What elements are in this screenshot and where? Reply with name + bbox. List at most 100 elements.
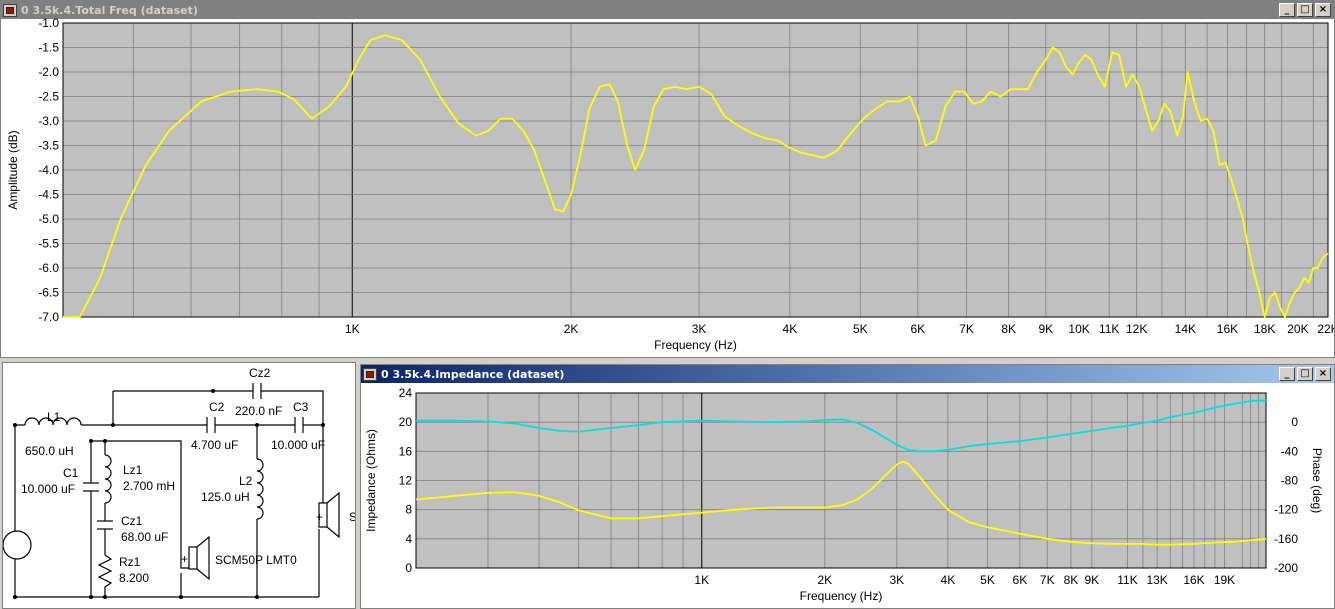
driver1-label: SCM50P LMT0 xyxy=(215,553,297,567)
junction-dot xyxy=(255,423,259,427)
x-tick-label: 6K xyxy=(1013,573,1028,587)
y-tick-label: -6.0 xyxy=(38,261,59,275)
y-tick-label: -2.5 xyxy=(38,90,59,104)
junction-dot xyxy=(321,423,325,427)
y-axis-label: Amplitude (dB) xyxy=(6,130,20,209)
rz1-resistor xyxy=(97,554,113,597)
y-tick-label: 12 xyxy=(399,474,413,488)
y-tick-label: 16 xyxy=(399,444,413,458)
series-line xyxy=(415,460,1267,546)
x-axis-label: Frequency (Hz) xyxy=(800,589,883,603)
x-tick-label: 2K xyxy=(564,322,579,336)
y-tick-label: -5.5 xyxy=(38,237,59,251)
maximize-icon: □ xyxy=(1300,368,1310,379)
freq-window: 0 3.5k.4.Total Freq (dataset) _ □ × -1.0… xyxy=(0,0,1335,358)
cz1-value: 68.00 uF xyxy=(121,530,168,544)
c3-name: C3 xyxy=(293,400,309,414)
cz1-name: Cz1 xyxy=(121,514,143,528)
y-tick-label: -3.0 xyxy=(38,114,59,128)
x-tick-label: 5K xyxy=(853,322,868,336)
app-icon[interactable] xyxy=(3,3,17,17)
junction-dot xyxy=(13,595,17,599)
l1-value: 650.0 uH xyxy=(25,444,74,458)
minimize-icon: _ xyxy=(1284,4,1290,15)
x-tick-label: 20K xyxy=(1287,322,1308,336)
y-tick-label: -1.5 xyxy=(38,41,59,55)
x-tick-label: 9K xyxy=(1085,573,1100,587)
l2-name: L2 xyxy=(239,474,253,488)
c2-name: C2 xyxy=(209,400,225,414)
x-tick-label: 3K xyxy=(692,322,707,336)
y-axis-label: Impedance (Ohms) xyxy=(364,429,378,532)
c2-value: 4.700 uF xyxy=(191,438,238,452)
x-tick-label: 1K xyxy=(694,573,709,587)
maximize-icon: □ xyxy=(1300,4,1310,15)
y-tick-label: 0 xyxy=(405,561,412,575)
x-tick-label: 3K xyxy=(889,573,904,587)
minimize-button[interactable]: _ xyxy=(1279,367,1295,381)
junction-dot xyxy=(89,595,93,599)
junction-dot xyxy=(255,595,259,599)
y2-tick-label: -40 xyxy=(1281,444,1299,458)
freq-titlebar[interactable]: 0 3.5k.4.Total Freq (dataset) _ □ × xyxy=(1,1,1334,19)
x-tick-label: 12K xyxy=(1126,322,1147,336)
junction-dot xyxy=(179,595,183,599)
x-tick-label: 8K xyxy=(1064,573,1079,587)
junction-dot xyxy=(103,439,107,443)
minimize-icon: _ xyxy=(1284,368,1290,379)
y-tick-label: -3.5 xyxy=(38,139,59,153)
y-tick-label: 4 xyxy=(405,532,412,546)
y2-tick-label: 0 xyxy=(1291,415,1298,429)
impedance-titlebar[interactable]: 0 3.5k.4.Impedance (dataset) _ □ × xyxy=(361,365,1334,383)
x-tick-label: 18K xyxy=(1254,322,1275,336)
driver1-wire xyxy=(180,548,189,569)
source-symbol xyxy=(3,530,32,560)
y-tick-label: -4.5 xyxy=(38,188,59,202)
x-tick-label: 16K xyxy=(1217,322,1238,336)
x-tick-label: 8K xyxy=(1001,322,1016,336)
impedance-chart[interactable]: 24 20 16 12 8 4 0 0 -40 -80 -120 -160 -200 1K 2K 3K 4K 5K… xyxy=(361,365,1335,609)
junction-dot xyxy=(89,439,93,443)
close-icon: × xyxy=(1318,4,1328,15)
driver1-cone xyxy=(196,535,210,581)
maximize-button[interactable]: □ xyxy=(1297,3,1313,17)
x-tick-label: 19K xyxy=(1214,573,1235,587)
frequency-response-chart[interactable]: -1.0 -1.5 -2.0 -2.5 -3.0 -3.5 -4.0 -4.5 -5.0 -5.5… xyxy=(1,1,1335,358)
y2-tick-label: -200 xyxy=(1274,561,1298,575)
driver1-magnet xyxy=(188,546,198,570)
x-tick-label: 11K xyxy=(1117,573,1137,587)
l1-coil xyxy=(24,417,82,426)
x-tick-label: 9K xyxy=(1039,322,1054,336)
x-tick-label: 4K xyxy=(941,573,956,587)
c3-value: 10.000 uF xyxy=(271,438,325,452)
x-tick-label: 7K xyxy=(1040,573,1055,587)
junction-dot xyxy=(13,423,17,427)
driver1-plus: + xyxy=(181,552,188,566)
y-tick-label: -7.0 xyxy=(38,310,59,324)
y-tick-label: -2.0 xyxy=(38,65,59,79)
maximize-button[interactable]: □ xyxy=(1297,367,1313,381)
y-tick-label: 24 xyxy=(399,386,413,400)
c1-top xyxy=(91,440,182,548)
driver2-wire xyxy=(318,425,324,597)
driver2-magnet xyxy=(318,502,328,528)
x-tick-label: 13K xyxy=(1146,573,1167,587)
schematic-window: L1 650.0 uH C1 10.000 uF Lz1 2.700 mH Cz… xyxy=(2,362,356,609)
x-tick-label: 5K xyxy=(980,573,995,587)
y-tick-label: 8 xyxy=(405,503,412,517)
minimize-button[interactable]: _ xyxy=(1279,3,1295,17)
plot-border xyxy=(62,22,1329,318)
crossover-schematic[interactable]: L1 650.0 uH C1 10.000 uF Lz1 2.700 mH Cz… xyxy=(3,363,356,609)
y2-tick-label: -80 xyxy=(1281,474,1299,488)
close-button[interactable]: × xyxy=(1315,367,1331,381)
cz2-name: Cz2 xyxy=(249,366,271,380)
app-icon[interactable] xyxy=(363,367,377,381)
series-line xyxy=(63,34,1329,318)
y-tick-label: 20 xyxy=(399,415,413,429)
x-tick-label: 16K xyxy=(1183,573,1204,587)
close-button[interactable]: × xyxy=(1315,3,1331,17)
y-tick-label: -4.0 xyxy=(38,163,59,177)
lz1-name: Lz1 xyxy=(123,463,143,477)
series-line xyxy=(416,399,1267,453)
l1-name: L1 xyxy=(47,410,61,424)
